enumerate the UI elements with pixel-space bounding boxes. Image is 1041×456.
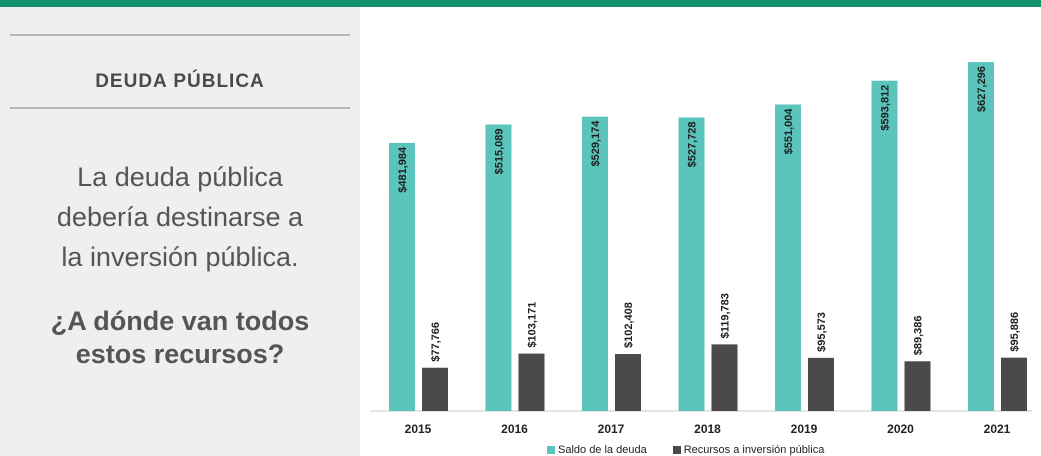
lead-line: la inversión pública. <box>61 242 299 272</box>
investment-bar <box>518 353 545 411</box>
debt-bar <box>582 116 608 411</box>
legend-swatch-debt <box>547 446 555 454</box>
bar-chart: $481,984 $77,766 2015 $515,089 $103,171 2016 $… <box>370 62 1032 436</box>
section-title: DEUDA PÚBLICA <box>95 71 265 92</box>
question-line: estos recursos? <box>75 339 285 369</box>
question-line: ¿A dónde van todos <box>50 306 310 336</box>
year-tick-label: 2017 <box>598 422 625 436</box>
investment-bar <box>615 354 641 411</box>
investment-bar <box>808 357 834 411</box>
year-tick-label: 2020 <box>887 422 914 436</box>
debt-value-label: $515,089 <box>494 128 506 174</box>
year-tick-label: 2015 <box>405 422 432 436</box>
legend-label-investment: Recursos a inversión pública <box>683 444 825 456</box>
investment-value-label: $119,783 <box>720 293 732 338</box>
investment-value-label: $89,386 <box>913 316 925 356</box>
debt-bar <box>678 117 705 412</box>
investment-value-label: $103,171 <box>527 302 539 348</box>
top-accent-bar <box>0 0 1041 7</box>
lead-text: La deuda pública debería destinarse a la… <box>0 157 360 277</box>
debt-bar <box>389 142 415 411</box>
debt-bar <box>485 124 512 411</box>
debt-bar <box>968 62 994 412</box>
debt-value-label: $527,728 <box>687 121 699 167</box>
investment-bar <box>711 344 738 411</box>
debt-value-label: $593,812 <box>880 85 892 131</box>
legend-item-debt: Saldo de la deuda <box>547 444 647 456</box>
year-tick-label: 2019 <box>791 422 818 436</box>
investment-bar <box>904 361 931 411</box>
chart-legend: Saldo de la deuda Recursos a inversión p… <box>547 444 824 456</box>
debt-value-label: $529,174 <box>590 120 602 167</box>
debt-value-label: $551,004 <box>783 108 795 155</box>
debt-value-label: $481,984 <box>397 146 409 193</box>
investment-bar <box>1001 357 1027 411</box>
lead-line: La deuda pública <box>77 162 283 192</box>
investment-value-label: $95,886 <box>1009 312 1021 352</box>
question-text: ¿A dónde van todos estos recursos? <box>0 305 360 371</box>
year-tick-label: 2018 <box>694 422 721 436</box>
year-tick-label: 2016 <box>501 422 528 436</box>
lead-line: debería destinarse a <box>56 202 304 232</box>
legend-label-debt: Saldo de la deuda <box>558 444 647 456</box>
investment-value-label: $95,573 <box>816 312 828 352</box>
info-panel: DEUDA PÚBLICA La deuda pública debería d… <box>0 7 360 456</box>
debt-bar <box>871 80 898 411</box>
investment-value-label: $77,766 <box>430 322 442 362</box>
debt-value-label: $627,296 <box>976 66 988 112</box>
legend-item-investment: Recursos a inversión pública <box>672 444 825 456</box>
divider-top <box>10 34 350 36</box>
investment-value-label: $102,408 <box>623 302 635 348</box>
debt-bar <box>775 104 801 411</box>
investment-bar <box>422 367 448 411</box>
year-tick-label: 2021 <box>984 422 1011 436</box>
legend-swatch-investment <box>672 446 681 454</box>
divider-bottom <box>10 107 350 109</box>
